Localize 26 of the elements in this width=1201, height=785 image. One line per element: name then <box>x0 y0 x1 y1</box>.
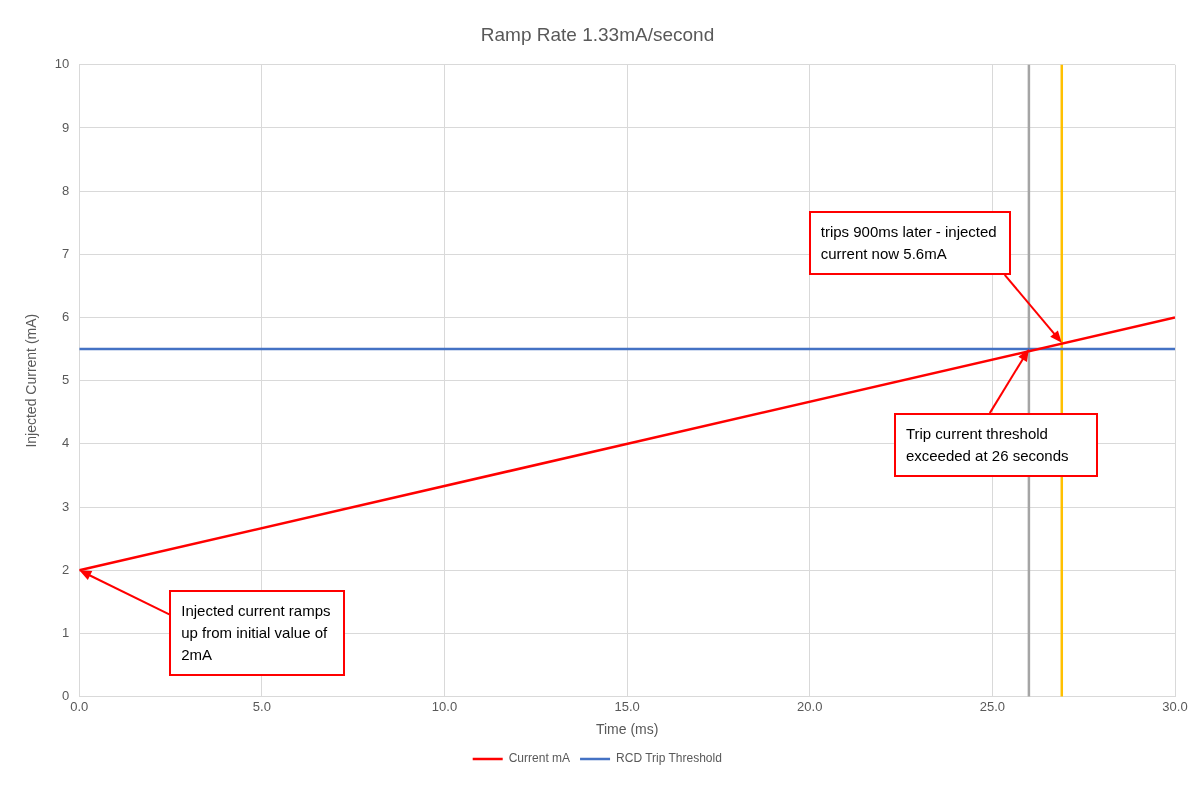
x-tick-label: 5.0 <box>252 698 271 714</box>
y-tick-label: 1 <box>62 625 70 640</box>
y-tick-label: 10 <box>54 56 70 72</box>
annotation: trips 900ms later - injected current now 5.6mA <box>808 210 1011 275</box>
legend-label: Current mA <box>508 751 571 766</box>
x-tick-label: 25.0 <box>979 698 1006 714</box>
y-axis-title: Injected Current (mA) <box>23 313 40 448</box>
y-tick-label: 9 <box>62 119 70 135</box>
annotation: Injected current ramps up from initial value of 2mA <box>169 590 346 677</box>
y-tick-label: 5 <box>62 372 70 388</box>
x-tick-label: 15.0 <box>614 698 640 714</box>
y-tick-label: 7 <box>62 245 70 261</box>
y-tick-label: 4 <box>62 435 70 451</box>
y-tick-label: 0 <box>62 688 70 704</box>
x-tick-label: 20.0 <box>797 698 823 714</box>
annotation: Trip current threshold exceeded at 26 seconds <box>893 413 1098 478</box>
y-tick-label: 6 <box>62 309 70 325</box>
y-tick-label: 2 <box>62 561 70 577</box>
legend-label: RCD Trip Threshold <box>616 751 722 766</box>
chart-title: Ramp Rate 1.33mA/second <box>480 23 715 45</box>
x-axis-title: Time (ms) <box>595 721 659 738</box>
y-tick-label: 8 <box>62 182 70 198</box>
x-tick-label: 10.0 <box>431 698 458 714</box>
x-tick-label: 0.0 <box>70 698 89 714</box>
y-tick-label: 3 <box>62 498 70 514</box>
x-tick-label: 30.0 <box>1162 698 1188 714</box>
